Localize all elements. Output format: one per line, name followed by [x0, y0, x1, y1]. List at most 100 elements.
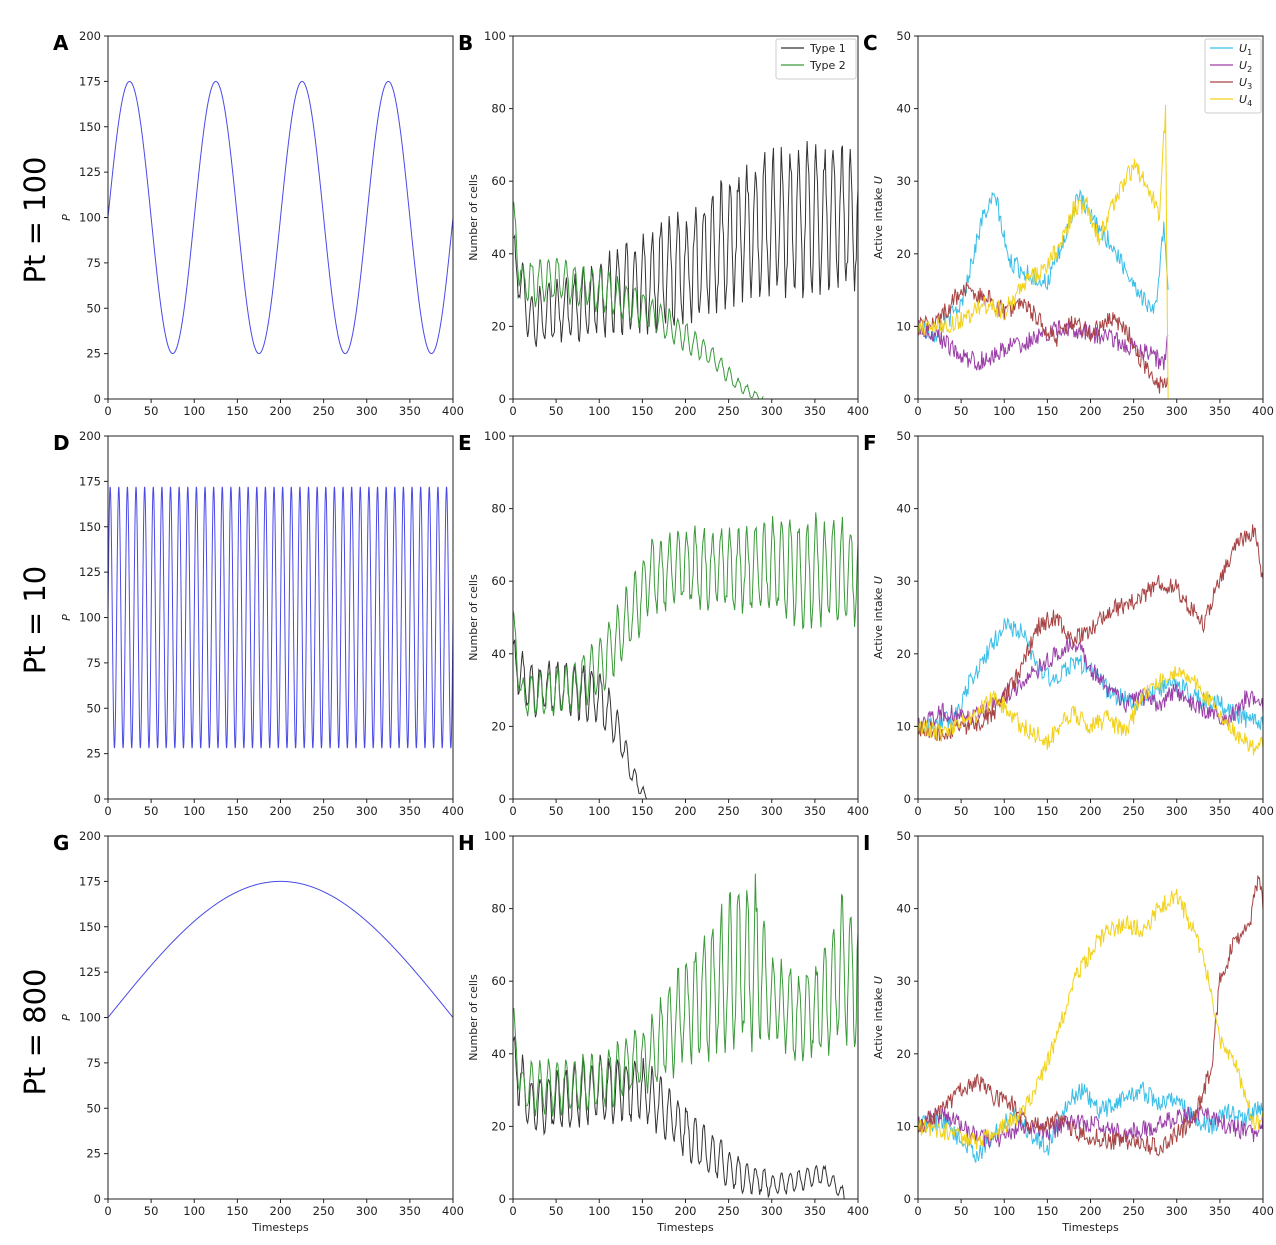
x-tick-label: 50 [144, 804, 159, 818]
y-tick-label: 20 [896, 1047, 911, 1061]
panel-label-I: I [863, 831, 870, 855]
x-tick-label: 150 [226, 804, 248, 818]
y-tick-label: 50 [896, 29, 911, 43]
x-tick-label: 100 [993, 1204, 1015, 1218]
legend-box [1204, 38, 1262, 114]
y-tick-label: 75 [86, 656, 101, 670]
y-tick-label: 40 [896, 502, 911, 516]
panel-label-A: A [53, 31, 69, 55]
x-tick-label: 50 [549, 804, 564, 818]
series-line-E-type-1 [513, 639, 648, 799]
x-tick-label: 200 [675, 404, 697, 418]
y-tick-label: 20 [491, 1119, 506, 1133]
x-axis-label-H: Timesteps [656, 1221, 714, 1234]
x-tick-label: 50 [954, 404, 969, 418]
y-tick-label: 25 [86, 747, 101, 761]
panel-C: 0 50 100 150 200 250 300 350 400 0 10 20 30 40 50 Activ… [863, 29, 1274, 418]
panel-F: 0 50 100 150 200 250 300 350 400 0 10 20 30 40 50 Activ… [863, 429, 1274, 818]
panel-label-D: D [53, 431, 70, 455]
y-tick-label: 0 [499, 1192, 506, 1206]
y-tick-label: 150 [79, 920, 101, 934]
y-axis-label-B: Number of cells [467, 174, 480, 261]
x-tick-label: 0 [914, 804, 921, 818]
series-line-I-u1 [918, 1081, 1263, 1163]
y-tick-label: 40 [491, 1047, 506, 1061]
x-tick-label: 350 [804, 404, 826, 418]
y-tick-label: 125 [79, 965, 101, 979]
y-tick-label: 20 [896, 247, 911, 261]
x-tick-label: 100 [993, 804, 1015, 818]
legend-C: U1 U2 U3 U4 [1204, 38, 1262, 114]
x-tick-label: 250 [1123, 404, 1145, 418]
series-line-I-u2 [918, 1104, 1263, 1150]
x-tick-label: 50 [954, 804, 969, 818]
y-tick-label: 30 [896, 974, 911, 988]
x-axis-label-G: Timesteps [251, 1221, 309, 1234]
series-line-G-p [108, 880, 453, 1018]
x-tick-label: 0 [509, 804, 516, 818]
plot-frame-E [512, 435, 859, 800]
y-tick-label: 200 [79, 29, 101, 43]
x-tick-label: 300 [761, 1204, 783, 1218]
x-tick-label: 400 [1252, 404, 1274, 418]
y-tick-label: 40 [491, 647, 506, 661]
y-axis-label-H: Number of cells [467, 974, 480, 1061]
x-tick-label: 350 [1209, 804, 1231, 818]
series-line-I-u3 [918, 875, 1263, 1157]
y-tick-label: 0 [94, 392, 101, 406]
y-tick-label: 100 [79, 611, 101, 625]
legend-entry: Type 1 [809, 42, 846, 55]
x-tick-label: 300 [356, 804, 378, 818]
series-line-H-type-2 [513, 873, 858, 1117]
y-axis-label-E: Number of cells [467, 574, 480, 661]
y-tick-label: 20 [491, 319, 506, 333]
x-tick-label: 300 [761, 804, 783, 818]
x-tick-label: 400 [1252, 804, 1274, 818]
series-line-B-type-2 [513, 201, 764, 399]
x-tick-label: 250 [1123, 804, 1145, 818]
x-tick-label: 350 [399, 804, 421, 818]
y-tick-label: 200 [79, 829, 101, 843]
x-tick-label: 300 [1166, 804, 1188, 818]
x-axis-label-I: Timesteps [1061, 1221, 1119, 1234]
y-tick-label: 0 [499, 392, 506, 406]
panel-label-C: C [863, 31, 878, 55]
x-tick-label: 250 [718, 1204, 740, 1218]
panel-G: 0 50 100 150 200 250 300 350 400 0 25 50 75 100 125 150… [53, 829, 464, 1234]
y-tick-label: 150 [79, 520, 101, 534]
series-line-B-type-1 [513, 141, 858, 347]
legend-entry: Type 2 [809, 59, 846, 72]
y-tick-label: 40 [896, 102, 911, 116]
x-tick-label: 100 [588, 1204, 610, 1218]
panel-label-G: G [53, 831, 69, 855]
x-tick-label: 200 [675, 804, 697, 818]
x-tick-label: 350 [804, 1204, 826, 1218]
x-tick-label: 250 [313, 804, 335, 818]
y-tick-label: 80 [491, 502, 506, 516]
x-tick-label: 350 [399, 404, 421, 418]
y-tick-label: 0 [94, 1192, 101, 1206]
x-tick-label: 300 [1166, 1204, 1188, 1218]
plot-frame-H [512, 835, 859, 1200]
x-tick-label: 0 [104, 1204, 111, 1218]
x-tick-label: 300 [356, 1204, 378, 1218]
legend-entry: U2 [1239, 59, 1252, 74]
x-tick-label: 400 [847, 404, 869, 418]
panel-label-H: H [458, 831, 475, 855]
x-tick-label: 0 [104, 804, 111, 818]
x-tick-label: 150 [226, 404, 248, 418]
x-tick-label: 300 [1166, 404, 1188, 418]
x-tick-label: 100 [588, 804, 610, 818]
y-tick-label: 50 [86, 301, 101, 315]
x-tick-label: 50 [549, 1204, 564, 1218]
plot-frame-G [107, 835, 454, 1200]
y-tick-label: 100 [484, 829, 506, 843]
series-line-C-u4 [918, 105, 1169, 399]
y-tick-label: 200 [79, 429, 101, 443]
panel-E: 0 50 100 150 200 250 300 350 400 0 20 40 60 80 100 Numb… [458, 429, 869, 818]
x-tick-label: 150 [631, 804, 653, 818]
legend-entry: U4 [1239, 93, 1252, 108]
x-tick-label: 250 [313, 404, 335, 418]
y-tick-label: 30 [896, 174, 911, 188]
legend-B: Type 1 Type 2 [775, 38, 857, 80]
